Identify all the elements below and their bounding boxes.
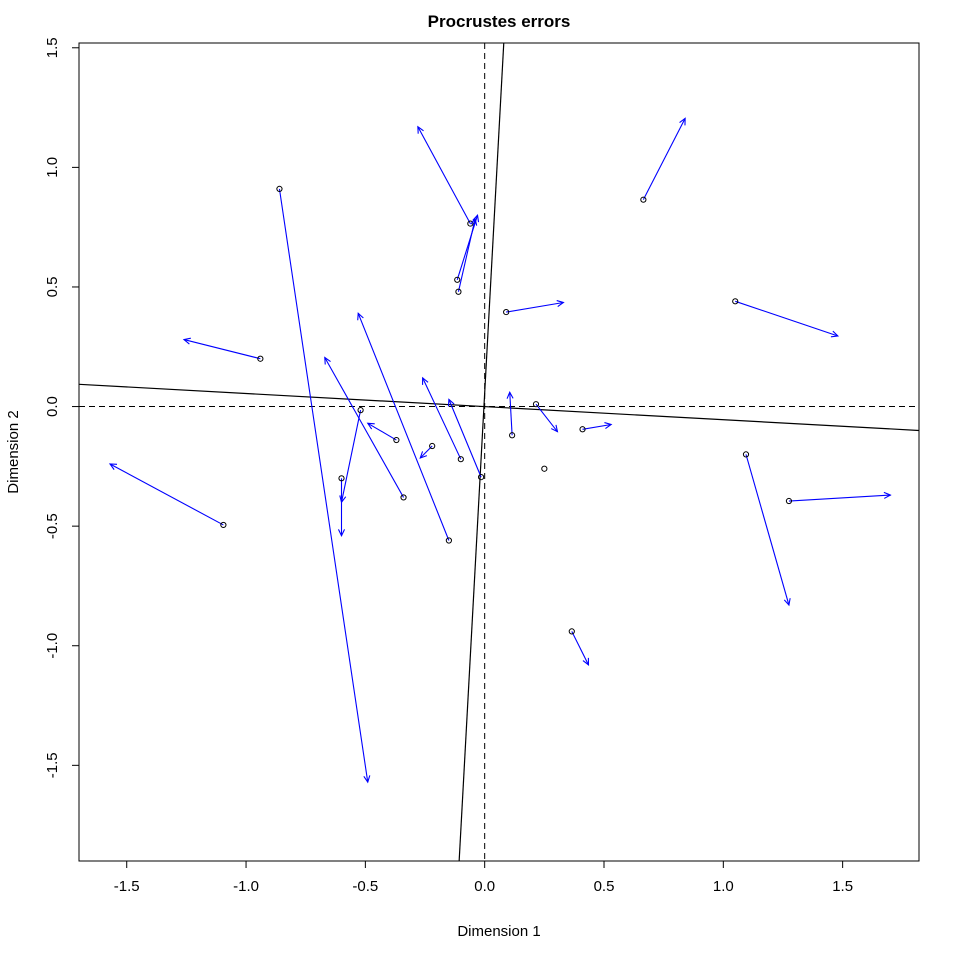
data-point	[579, 426, 586, 433]
x-axis: -1.5 -1.0 -0.5 0.0 0.5 1.0 1.5	[114, 861, 853, 895]
x-tick-label: 1.0	[713, 878, 734, 895]
error-arrowhead	[604, 422, 613, 429]
error-arrowhead	[363, 775, 371, 784]
x-tick-label: 1.5	[832, 878, 853, 895]
plot-frame	[78, 42, 920, 862]
error-arrow	[357, 313, 450, 541]
error-arrow	[788, 494, 891, 502]
error-arrowhead	[472, 214, 480, 223]
y-tick-label: 0.5	[44, 277, 61, 298]
data-point	[357, 407, 364, 414]
error-arrow	[417, 126, 471, 224]
error-arrowhead	[679, 117, 686, 126]
data-point	[467, 220, 474, 227]
data-point	[785, 497, 793, 505]
x-tick-label: -1.5	[114, 878, 140, 895]
x-tick-label: 0.5	[594, 878, 615, 895]
x-tick-label: -1.0	[233, 878, 259, 895]
error-arrow	[571, 631, 589, 666]
data-point	[478, 474, 485, 481]
data-point	[742, 451, 750, 458]
error-arrow	[642, 118, 686, 200]
error-arrowhead	[550, 424, 559, 433]
error-arrow	[745, 454, 790, 606]
error-arrow	[735, 300, 839, 337]
error-arrowhead	[830, 330, 840, 338]
data-point	[400, 494, 407, 501]
error-arrow	[183, 339, 261, 360]
chart-title: Procrustes errors	[428, 12, 571, 31]
plot-area	[79, 43, 919, 861]
error-arrowhead	[883, 491, 892, 499]
y-tick-label: 1.5	[44, 37, 61, 58]
error-arrow	[278, 188, 369, 783]
data-point	[455, 288, 462, 295]
y-tick-label: -0.5	[44, 513, 61, 539]
data-point	[276, 185, 283, 193]
x-axis-label: Dimension 1	[457, 923, 540, 940]
error-arrowhead	[357, 312, 364, 321]
error-arrow	[456, 215, 479, 280]
data-point	[732, 298, 739, 305]
data-point	[338, 475, 345, 482]
y-tick-label: -1.0	[44, 633, 61, 659]
data-point	[532, 401, 540, 408]
error-arrowhead	[182, 337, 191, 345]
data-point	[257, 355, 264, 362]
error-arrowhead	[419, 451, 428, 459]
data-point	[220, 521, 227, 529]
error-arrowhead	[366, 422, 375, 430]
data-point	[503, 308, 510, 316]
data-point	[445, 537, 452, 544]
error-arrowhead	[422, 376, 429, 385]
error-arrowhead	[108, 463, 118, 470]
error-arrow	[367, 422, 397, 441]
data-point	[509, 432, 516, 439]
error-arrowhead	[582, 657, 590, 667]
error-arrow	[340, 410, 362, 503]
data-point	[568, 628, 575, 635]
error-arrowhead	[417, 125, 424, 134]
y-tick-label: 1.0	[44, 157, 61, 178]
error-arrowhead	[324, 356, 331, 365]
rotation-axis-2	[458, 43, 505, 861]
error-arrow	[422, 377, 462, 460]
error-arrow	[457, 218, 476, 292]
data-point	[457, 456, 464, 463]
data-point	[393, 436, 400, 444]
y-tick-label: -1.5	[44, 752, 61, 778]
data-point	[429, 442, 436, 450]
x-tick-label: -0.5	[352, 878, 378, 895]
error-arrow	[324, 357, 405, 498]
error-arrowhead	[783, 598, 791, 607]
data-point	[640, 196, 647, 203]
rotation-axis-1	[79, 383, 919, 432]
error-arrow	[109, 463, 224, 526]
x-tick-label: 0.0	[474, 878, 495, 895]
y-axis-label: Dimension 2	[5, 410, 22, 493]
error-arrow	[506, 301, 564, 313]
data-point	[454, 276, 461, 283]
error-arrow	[448, 399, 482, 478]
y-axis: -1.5 -1.0 -0.5 0.0 0.5 1.0 1.5	[44, 37, 79, 778]
y-tick-label: 0.0	[44, 396, 61, 417]
data-point	[541, 465, 548, 472]
error-arrow	[582, 423, 612, 430]
error-arrowhead	[337, 529, 346, 537]
error-arrowhead	[506, 390, 514, 399]
error-arrow	[509, 392, 513, 436]
error-arrowhead	[470, 217, 478, 226]
error-arrow	[535, 403, 558, 433]
error-arrowhead	[556, 300, 565, 307]
error-arrowhead	[447, 398, 455, 407]
